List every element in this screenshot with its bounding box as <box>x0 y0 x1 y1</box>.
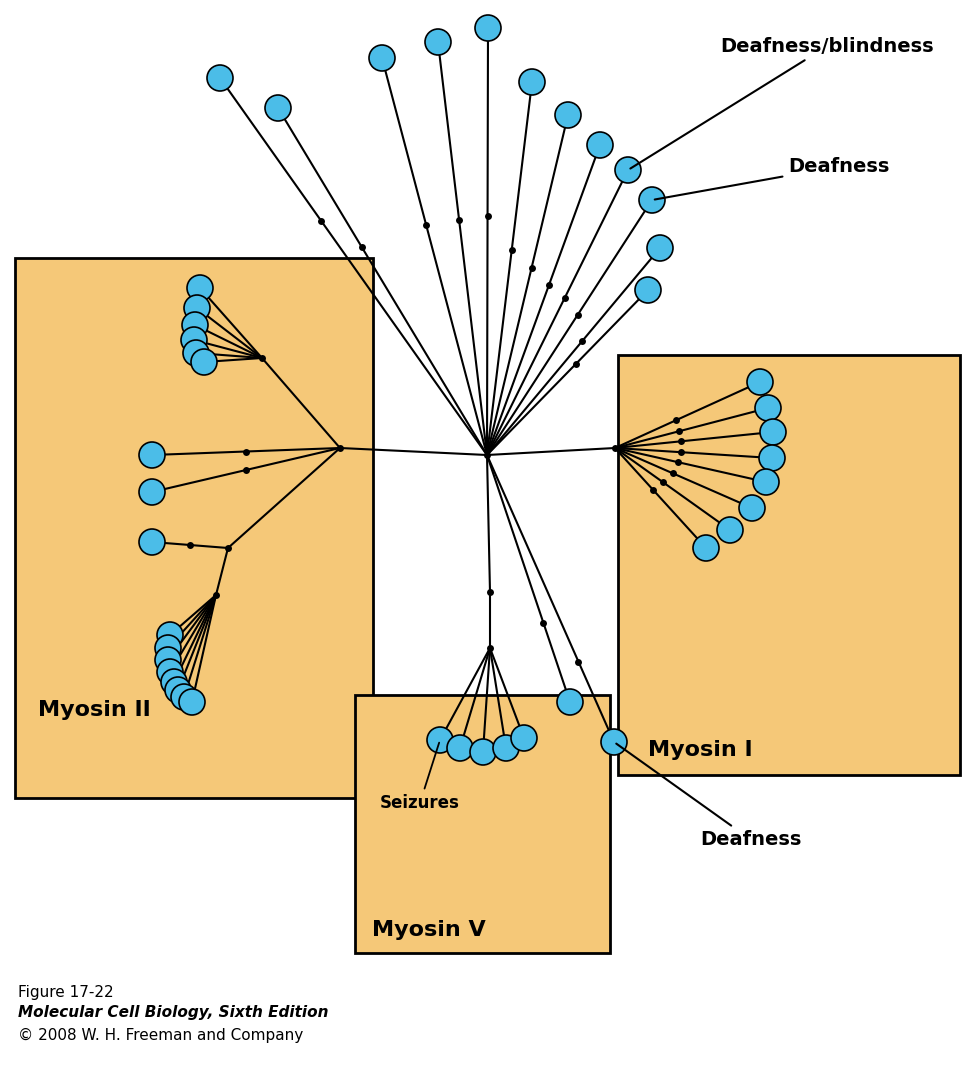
Circle shape <box>139 479 165 505</box>
Circle shape <box>165 678 191 703</box>
Circle shape <box>555 102 581 128</box>
Circle shape <box>647 235 673 260</box>
Bar <box>355 695 610 953</box>
Circle shape <box>615 157 641 183</box>
Text: Deafness: Deafness <box>617 744 802 849</box>
Circle shape <box>759 445 785 471</box>
Circle shape <box>181 327 207 353</box>
Circle shape <box>557 689 583 715</box>
Circle shape <box>493 735 519 761</box>
Circle shape <box>475 15 501 41</box>
Circle shape <box>157 659 183 685</box>
Circle shape <box>693 535 719 561</box>
Circle shape <box>755 394 781 421</box>
Circle shape <box>587 132 613 158</box>
Text: Myosin II: Myosin II <box>38 700 151 720</box>
Circle shape <box>191 349 217 375</box>
Circle shape <box>161 669 187 695</box>
Circle shape <box>265 95 291 121</box>
Circle shape <box>447 735 473 761</box>
Text: © 2008 W. H. Freeman and Company: © 2008 W. H. Freeman and Company <box>18 1028 303 1043</box>
Circle shape <box>157 622 183 647</box>
Circle shape <box>207 65 233 91</box>
Circle shape <box>179 689 205 715</box>
Text: Deafness/blindness: Deafness/blindness <box>630 38 934 168</box>
Circle shape <box>470 739 496 765</box>
Circle shape <box>747 369 773 394</box>
Circle shape <box>635 277 661 303</box>
Circle shape <box>182 312 208 338</box>
Circle shape <box>155 635 181 661</box>
Circle shape <box>511 725 537 751</box>
Bar <box>618 355 960 775</box>
Circle shape <box>187 276 213 301</box>
Bar <box>15 258 373 798</box>
Circle shape <box>739 495 765 521</box>
Circle shape <box>171 684 197 710</box>
Circle shape <box>519 69 545 95</box>
Circle shape <box>717 517 743 544</box>
Circle shape <box>155 647 181 673</box>
Text: Deafness: Deafness <box>655 157 889 199</box>
Circle shape <box>753 470 779 495</box>
Circle shape <box>639 187 665 213</box>
Circle shape <box>427 727 453 753</box>
Circle shape <box>760 419 786 445</box>
Circle shape <box>139 442 165 468</box>
Text: Molecular Cell Biology, Sixth Edition: Molecular Cell Biology, Sixth Edition <box>18 1006 328 1019</box>
Circle shape <box>139 528 165 555</box>
Text: Seizures: Seizures <box>380 743 460 812</box>
Circle shape <box>183 340 209 366</box>
Circle shape <box>369 45 395 71</box>
Text: Myosin I: Myosin I <box>648 740 753 760</box>
Text: Myosin V: Myosin V <box>372 920 486 940</box>
Circle shape <box>425 29 451 55</box>
Circle shape <box>184 295 210 321</box>
Text: Figure 17-22: Figure 17-22 <box>18 985 114 1000</box>
Circle shape <box>601 729 627 755</box>
